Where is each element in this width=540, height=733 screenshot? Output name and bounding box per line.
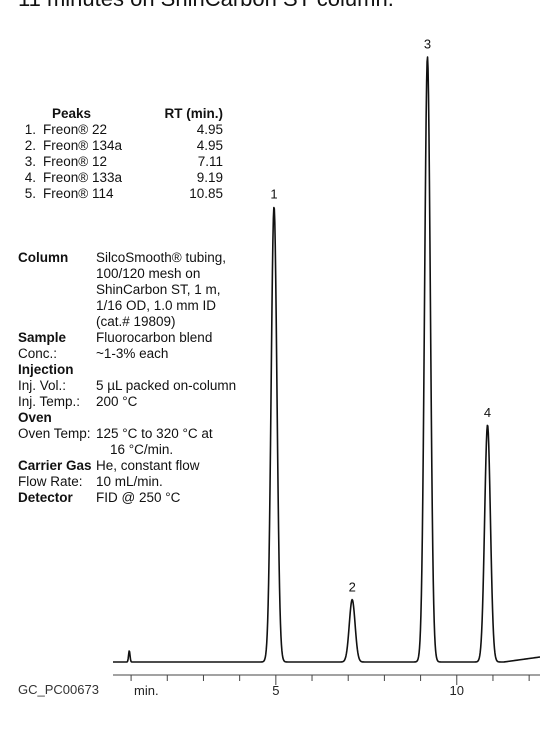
peak-rt: 4.95 [196,122,223,137]
x-tick-label: 5 [272,683,279,698]
injection-label: Injection [18,362,74,377]
column-value: 100/120 mesh on [96,266,201,281]
peak-name: Freon® 134a [43,138,122,153]
peak-name: Freon® 133a [43,170,122,185]
inj-temp-label: Inj. Temp.: [18,394,81,409]
detector-label: Detector [18,490,73,505]
oven-temp-label: Oven Temp: [18,426,91,441]
peak-rt: 10.85 [189,186,223,201]
peaks-header: Peaks [52,106,92,121]
column-label: Column [18,250,69,265]
peaks-table: Peaks RT (min.) 1. Freon® 22 4.95 2. Fre… [18,106,223,202]
peaks-table-header: Peaks RT (min.) [18,106,223,122]
conc-label: Conc.: [18,346,58,361]
carrier-gas-value: He, constant flow [96,458,200,473]
flow-rate-value: 10 mL/min. [96,474,163,489]
conditions-block: Column SilcoSmooth® tubing, 100/120 mesh … [18,250,278,506]
inj-vol-value: 5 µL packed on-column [96,378,237,393]
peak-rt: 9.19 [196,170,223,185]
oven-label: Oven [18,410,52,425]
x-tick-label: 10 [450,683,464,698]
peak-number: 1. [24,122,36,137]
peak-number: 3. [24,154,36,169]
peak-number: 5. [24,186,36,201]
peak-row: 2. Freon® 134a 4.95 [18,138,223,154]
inj-temp-value: 200 °C [96,394,138,409]
peak-row: 5. Freon® 114 10.85 [18,186,223,202]
chromatogram-trace [112,56,540,663]
sample-value: Fluorocarbon blend [96,330,213,345]
rt-header: RT (min.) [164,106,224,121]
conc-value: ~1-3% each [96,346,169,361]
oven-temp-value: 16 °C/min. [110,442,174,457]
peak-row: 4. Freon® 133a 9.19 [18,170,223,186]
oven-temp-value: 125 °C to 320 °C at [96,426,213,441]
peak-label: 2 [349,580,356,595]
peak-rt: 7.11 [197,154,223,169]
peak-number: 4. [24,170,36,185]
peak-number: 2. [24,138,36,153]
figure-id: GC_PC00673 [18,682,99,697]
column-value: SilcoSmooth® tubing, [96,250,227,265]
chart-title: 11 minutes on ShinCarbon ST column. [18,0,394,12]
peak-name: Freon® 12 [43,154,107,169]
peak-row: 3. Freon® 12 7.11 [18,154,223,170]
peak-label: 3 [424,37,431,52]
peak-label: 4 [484,405,491,420]
peak-label: 1 [270,186,277,201]
column-value: (cat.# 19809) [96,314,176,329]
inj-vol-label: Inj. Vol.: [18,378,67,393]
column-value: ShinCarbon ST, 1 m, [96,282,221,297]
detector-value: FID @ 250 °C [96,490,181,505]
flow-rate-label: Flow Rate: [18,474,83,489]
column-value: 1/16 OD, 1.0 mm ID [96,298,217,313]
peak-row: 1. Freon® 22 4.95 [18,122,223,138]
peak-rt: 4.95 [196,138,223,153]
sample-label: Sample [18,330,67,345]
peak-name: Freon® 22 [43,122,107,137]
peak-name: Freon® 114 [43,186,114,201]
x-axis-label: min. [134,683,159,698]
carrier-gas-label: Carrier Gas [18,458,92,473]
